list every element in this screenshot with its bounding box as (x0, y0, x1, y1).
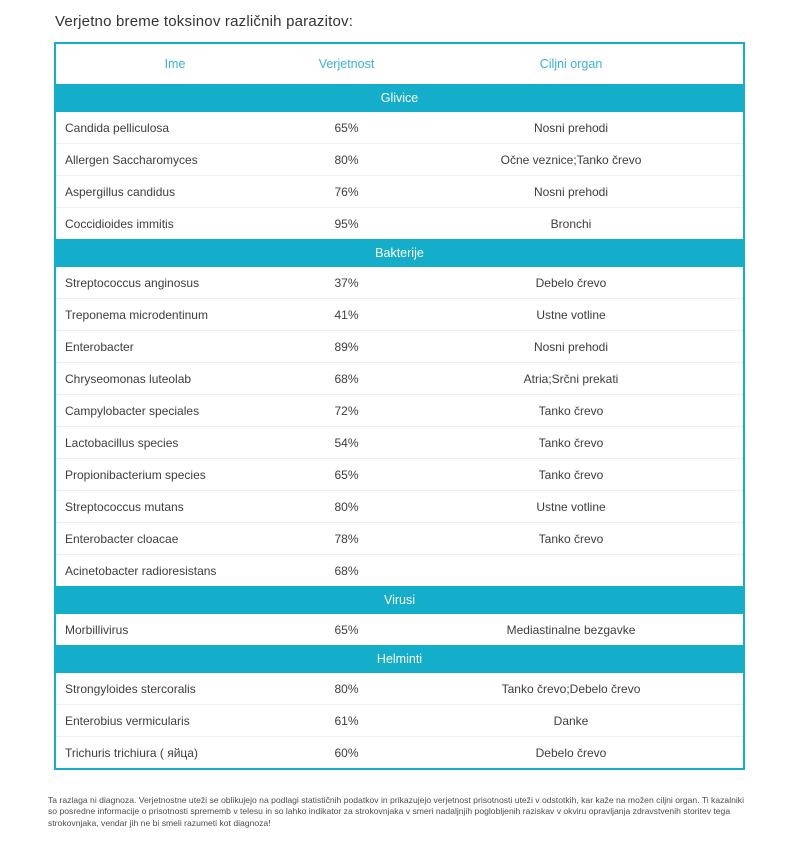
cell-target: Nosni prehodi (533, 120, 609, 135)
cell-probability: 65% (334, 467, 359, 482)
cell-probability: 61% (334, 713, 359, 728)
cell-target: Bronchi (550, 216, 592, 231)
cell-probability: 41% (334, 307, 359, 322)
cell-name: Enterobacter (65, 339, 134, 354)
column-header-ciljni-organ: Ciljni organ (539, 57, 603, 71)
table-row: Streptococcus anginosus 37% Debelo črevo (56, 267, 743, 298)
table-row: Morbillivirus 65% Mediastinalne bezgavke (56, 614, 743, 645)
table-body: Glivice Candida pelliculosa 65% Nosni preho… (56, 84, 743, 768)
cell-target: Tanko črevo (538, 403, 604, 418)
cell-probability: 89% (334, 339, 359, 354)
table-row: Acinetobacter radioresistans 68% (56, 554, 743, 586)
cell-name: Candida pelliculosa (65, 120, 170, 135)
table-row: Strongyloides stercoralis 80% Tanko črevo;… (56, 673, 743, 704)
cell-name: Treponema microdentinum (65, 307, 208, 322)
cell-name: Streptococcus anginosus (65, 275, 200, 290)
table-row: Treponema microdentinum 41% Ustne votline (56, 298, 743, 330)
cell-target: Mediastinalne bezgavke (506, 622, 636, 637)
cell-probability: 60% (334, 745, 359, 760)
cell-target: Tanko črevo (538, 435, 604, 450)
cell-name: Enterobius vermicularis (65, 713, 190, 728)
cell-probability: 80% (334, 681, 359, 696)
table-row: Trichuris trichiura ( яйца) 60% Debelo čre… (56, 736, 743, 768)
cell-probability: 80% (334, 152, 359, 167)
cell-target: Debelo črevo (535, 275, 607, 290)
section-header-virusi: Virusi (56, 586, 743, 614)
cell-name: Strongyloides stercoralis (65, 681, 196, 696)
cell-name: Allergen Saccharomyces (65, 152, 198, 167)
cell-probability: 72% (334, 403, 359, 418)
cell-target: Tanko črevo (538, 531, 604, 546)
table-row: Enterobacter cloacae 78% Tanko črevo (56, 522, 743, 554)
cell-probability: 68% (334, 371, 359, 386)
table-row: Allergen Saccharomyces 80% Očne veznice;Ta… (56, 143, 743, 175)
table-row: Propionibacterium species 65% Tanko črevo (56, 458, 743, 490)
cell-target: Nosni prehodi (533, 184, 609, 199)
cell-name: Trichuris trichiura ( яйца) (65, 745, 198, 760)
cell-probability: 80% (334, 499, 359, 514)
cell-probability: 78% (334, 531, 359, 546)
cell-name: Propionibacterium species (65, 467, 206, 482)
cell-target: Očne veznice;Tanko črevo (500, 152, 642, 167)
section-header-helminti: Helminti (56, 645, 743, 673)
cell-probability: 65% (334, 120, 359, 135)
cell-name: Morbillivirus (65, 622, 129, 637)
cell-target: Danke (553, 713, 589, 728)
cell-target: Atria;Srčni prekati (523, 371, 619, 386)
cell-name: Chryseomonas luteolab (65, 371, 192, 386)
cell-name: Coccidioides immitis (65, 216, 174, 231)
section-header-glivice: Glivice (56, 84, 743, 112)
cell-probability: 37% (334, 275, 359, 290)
cell-name: Lactobacillus species (65, 435, 179, 450)
table-row: Chryseomonas luteolab 68% Atria;Srčni prek… (56, 362, 743, 394)
table-row: Campylobacter speciales 72% Tanko črevo (56, 394, 743, 426)
cell-name: Acinetobacter radioresistans (65, 563, 217, 578)
cell-target: Debelo črevo (535, 745, 607, 760)
cell-probability: 54% (334, 435, 359, 450)
cell-name: Enterobacter cloacae (65, 531, 179, 546)
table-row: Streptococcus mutans 80% Ustne votline (56, 490, 743, 522)
cell-probability: 65% (334, 622, 359, 637)
disclaimer-text: Ta razlaga ni diagnoza. Verjetnostne ute… (48, 795, 745, 828)
cell-name: Campylobacter speciales (65, 403, 200, 418)
table-row: Enterobius vermicularis 61% Danke (56, 704, 743, 736)
table-row: Aspergillus candidus 76% Nosni prehodi (56, 175, 743, 207)
section-header-bakterije: Bakterije (56, 239, 743, 267)
cell-target: Ustne votline (536, 499, 606, 514)
cell-probability: 76% (334, 184, 359, 199)
table-row: Coccidioides immitis 95% Bronchi (56, 207, 743, 239)
cell-target: Tanko črevo (538, 467, 604, 482)
column-header-ime: Ime (164, 57, 186, 71)
table-row: Lactobacillus species 54% Tanko črevo (56, 426, 743, 458)
parasite-table: Ime Verjetnost Ciljni organ Glivice Candi… (54, 42, 745, 770)
table-row: Candida pelliculosa 65% Nosni prehodi (56, 112, 743, 143)
column-header-verjetnost: Verjetnost (318, 57, 375, 71)
cell-name: Streptococcus mutans (65, 499, 184, 514)
cell-probability: 68% (334, 563, 359, 578)
cell-probability: 95% (334, 216, 359, 231)
table-header-row: Ime Verjetnost Ciljni organ (56, 44, 743, 84)
cell-target: Ustne votline (536, 307, 606, 322)
cell-target: Tanko črevo;Debelo črevo (501, 681, 641, 696)
cell-name: Aspergillus candidus (65, 184, 176, 199)
page-title: Verjetno breme toksinov različnih parazi… (55, 13, 354, 30)
cell-target: Nosni prehodi (533, 339, 609, 354)
table-row: Enterobacter 89% Nosni prehodi (56, 330, 743, 362)
